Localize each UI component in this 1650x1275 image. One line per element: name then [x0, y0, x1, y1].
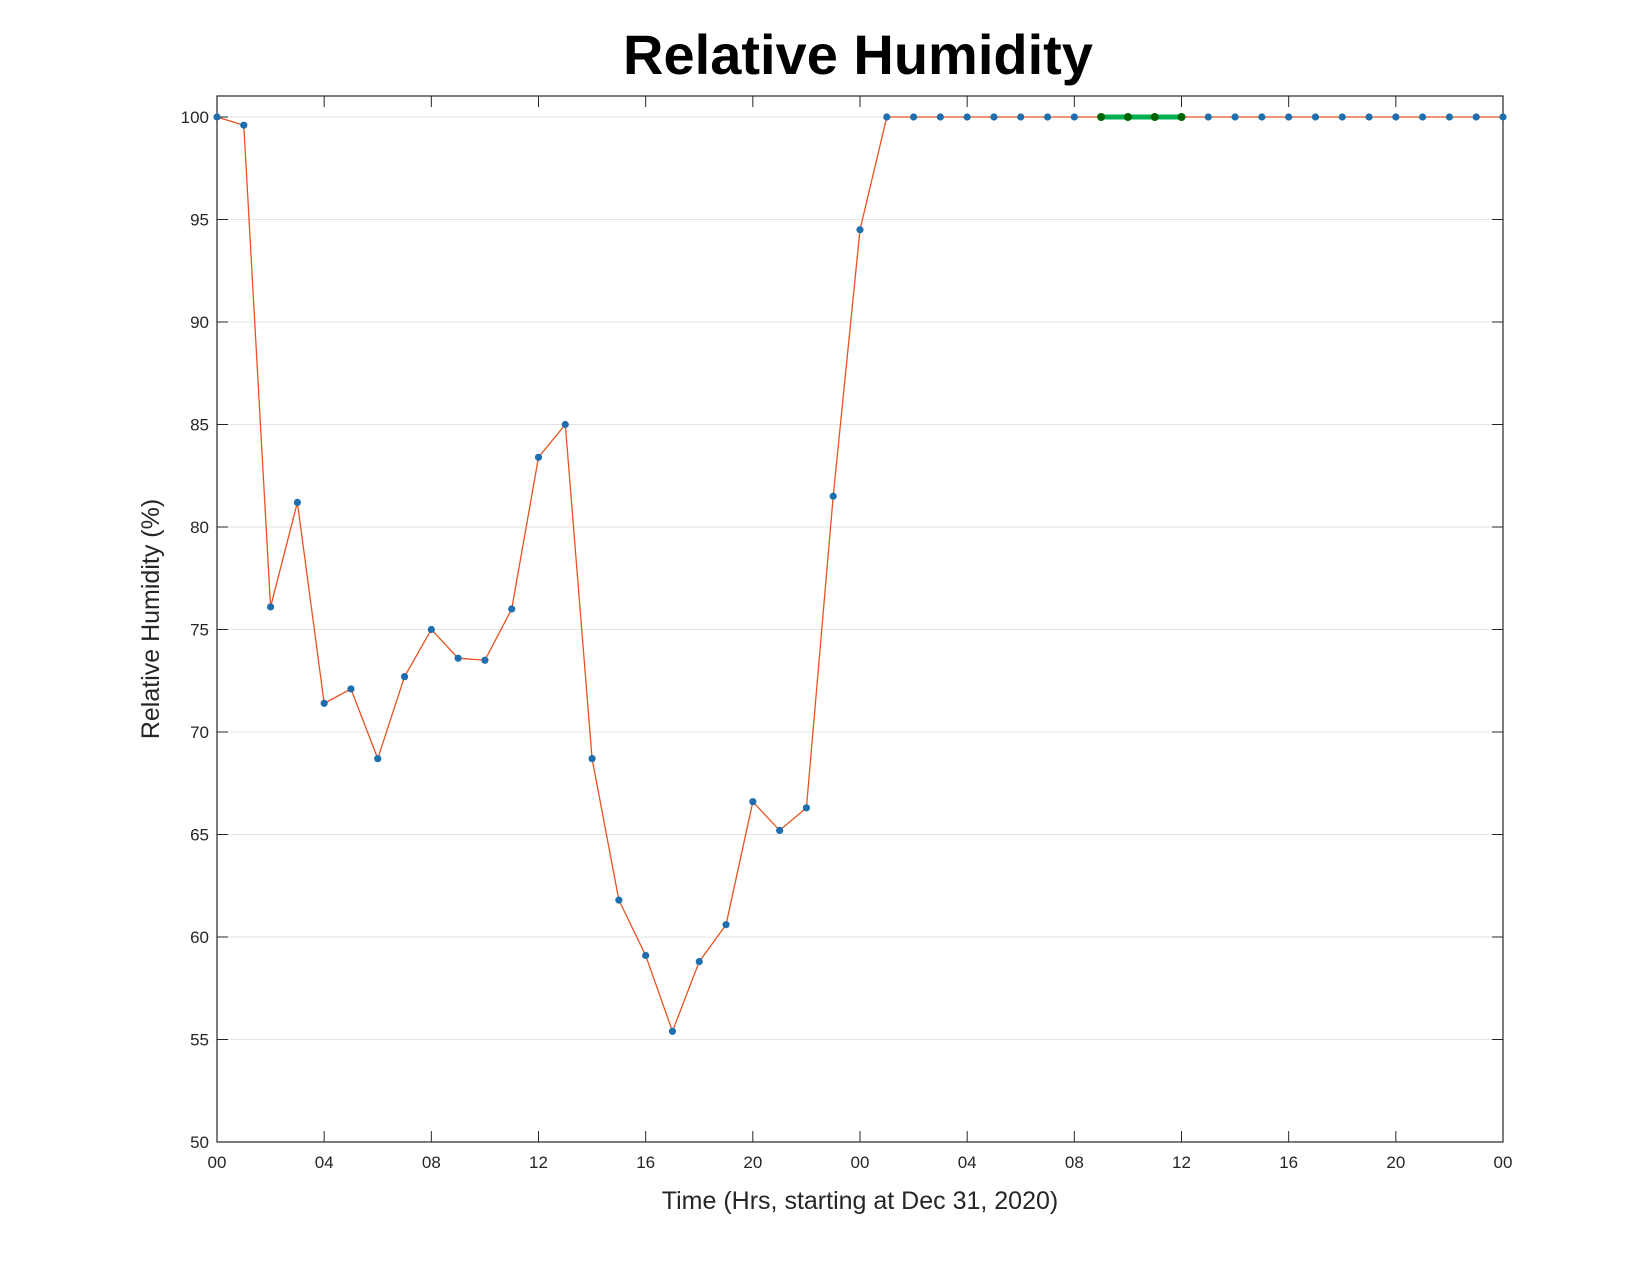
- data-point: [1338, 113, 1346, 121]
- data-point: [1392, 113, 1400, 121]
- x-tick-label: 20: [743, 1153, 762, 1172]
- data-point: [749, 798, 757, 806]
- data-point: [1311, 113, 1320, 121]
- data-point: [963, 113, 971, 121]
- data-point: [936, 113, 944, 121]
- series-layer: [213, 113, 1507, 1035]
- data-point: [427, 625, 435, 634]
- y-tick-label: 70: [190, 723, 209, 742]
- data-point: [668, 1027, 677, 1035]
- data-point: [1445, 113, 1454, 121]
- x-tick-label: 00: [851, 1153, 870, 1172]
- data-point: [1365, 113, 1373, 121]
- data-point: [1258, 113, 1266, 121]
- data-point: [293, 498, 301, 506]
- data-point: [481, 656, 489, 664]
- data-point: [508, 605, 516, 613]
- y-tick-label: 65: [190, 826, 209, 845]
- grid-lines: [217, 116, 1503, 1040]
- plot-area-frame: [216, 95, 1504, 1143]
- y-tick-label: 90: [190, 313, 209, 332]
- x-axis-label: Time (Hrs, starting at Dec 31, 2020): [662, 1187, 1058, 1215]
- data-point: [909, 113, 918, 121]
- data-point: [883, 113, 891, 121]
- series-line: [216, 116, 1503, 1034]
- x-tick-label: 20: [1386, 1153, 1405, 1172]
- y-tick-label: 80: [190, 518, 209, 537]
- x-tick-label: 04: [315, 1153, 334, 1172]
- data-point: [374, 755, 382, 763]
- y-tick-label: 95: [190, 211, 209, 230]
- y-axis-label: Relative Humidity (%): [137, 499, 165, 739]
- data-point: [454, 654, 462, 662]
- x-tick-label: 00: [208, 1153, 227, 1172]
- data-point: [240, 121, 248, 129]
- data-point: [695, 958, 703, 966]
- y-tick-labels: 50 55 60 65 70 75 80 85 90 95 100: [181, 108, 209, 1152]
- data-point: [213, 113, 221, 121]
- data-point: [722, 921, 730, 929]
- y-tick-label: 75: [190, 621, 209, 640]
- data-point: [1204, 113, 1212, 121]
- data-point: [642, 951, 650, 960]
- highlight-point: [1097, 113, 1106, 121]
- data-point: [1285, 113, 1293, 121]
- x-tick-label: 00: [1494, 1153, 1513, 1172]
- data-point: [400, 673, 409, 681]
- y-tick-label: 55: [190, 1031, 209, 1050]
- x-tick-label: 16: [1279, 1153, 1298, 1172]
- data-point: [1231, 113, 1239, 121]
- chart-title: Relative Humidity: [623, 23, 1093, 86]
- y-tick-label: 50: [190, 1133, 209, 1152]
- data-point: [615, 896, 623, 904]
- x-tick-label: 08: [1065, 1153, 1084, 1172]
- data-point: [588, 755, 596, 763]
- data-point: [320, 699, 328, 707]
- data-point: [829, 492, 837, 500]
- highlight-point: [1150, 113, 1159, 121]
- highlight-point: [1123, 113, 1132, 121]
- data-point: [990, 113, 998, 121]
- data-point: [534, 453, 543, 461]
- data-point: [1499, 113, 1507, 121]
- x-tick-label: 08: [422, 1153, 441, 1172]
- axis-ticks: [216, 96, 1504, 1143]
- data-point: [1419, 113, 1427, 121]
- data-point: [776, 826, 784, 835]
- y-tick-label: 85: [190, 416, 209, 435]
- data-point: [561, 420, 569, 429]
- x-tick-label: 12: [1172, 1153, 1191, 1172]
- x-tick-label: 16: [636, 1153, 655, 1172]
- data-point: [802, 804, 811, 812]
- highlight-point: [1177, 113, 1186, 121]
- data-point: [266, 603, 275, 611]
- data-point: [856, 226, 864, 234]
- data-point: [1070, 113, 1078, 121]
- x-tick-label: 12: [529, 1153, 548, 1172]
- y-tick-label: 60: [190, 928, 209, 947]
- x-tick-label: 04: [958, 1153, 977, 1172]
- x-tick-labels: 00 04 08 12 16 20 00 04 08 12 16 20 00: [208, 1153, 1513, 1172]
- data-point: [1472, 113, 1480, 121]
- y-tick-label: 100: [181, 108, 209, 127]
- data-point: [347, 685, 355, 693]
- data-point: [1043, 113, 1052, 121]
- data-point: [1017, 113, 1025, 121]
